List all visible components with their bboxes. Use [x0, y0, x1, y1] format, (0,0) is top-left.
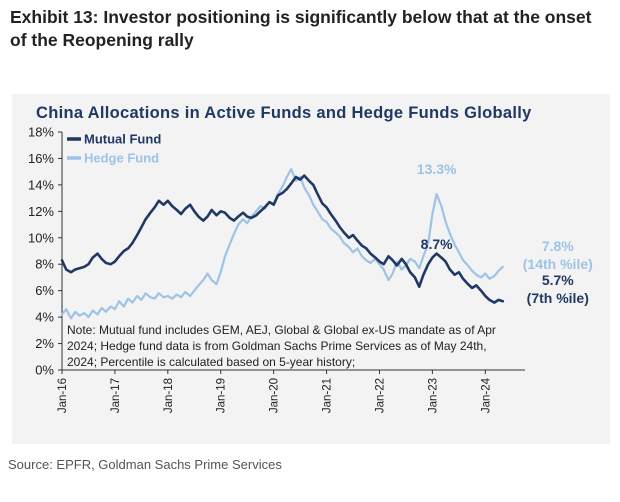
x-tick-label: Jan-20 [269, 378, 281, 413]
x-tick-label: Jan-22 [374, 378, 386, 413]
y-tick-label: 12% [28, 204, 54, 219]
y-tick-label: 8% [35, 257, 54, 272]
annotation-label: 8.7% [421, 236, 453, 252]
y-tick-label: 2% [35, 336, 54, 351]
annotation-label: 13.3% [417, 161, 457, 177]
y-tick-label: 18% [28, 125, 54, 140]
y-tick-label: 14% [28, 177, 54, 192]
x-tick-label: Jan-16 [57, 378, 69, 413]
x-tick-label: Jan-18 [163, 378, 175, 413]
source-note: Source: EPFR, Goldman Sachs Prime Servic… [8, 457, 282, 472]
y-tick-label: 4% [35, 310, 54, 325]
annotation-label: (7th %ile) [527, 290, 589, 306]
x-tick-label: Jan-17 [110, 378, 122, 413]
annotation-label: (14th %ile) [523, 256, 593, 272]
chart-panel [12, 94, 610, 444]
exhibit-title: Exhibit 13: Investor positioning is sign… [10, 7, 592, 50]
chart-title: China Allocations in Active Funds and He… [36, 104, 532, 122]
x-tick-label: Jan-24 [480, 377, 492, 413]
y-tick-label: 6% [35, 283, 54, 298]
annotation-label: 7.8% [542, 238, 574, 254]
y-tick-label: 16% [28, 151, 54, 166]
chart-note-line: 2024; Percentile is calculated based on … [67, 355, 355, 369]
y-tick-label: 0% [35, 363, 54, 378]
annotation-label: 5.7% [542, 272, 574, 288]
series-line-hedge-fund [60, 167, 504, 320]
legend-label: Mutual Fund [84, 132, 161, 147]
chart-note-line: 2024; Hedge fund data is from Goldman Sa… [67, 339, 487, 353]
series-line-mutual-fund [60, 174, 505, 304]
x-tick-label: Jan-21 [322, 378, 334, 413]
legend-label: Hedge Fund [84, 151, 159, 166]
y-tick-label: 10% [28, 230, 54, 245]
x-tick-label: Jan-19 [216, 378, 228, 413]
chart-note-line: Note: Mutual fund includes GEM, AEJ, Glo… [67, 323, 496, 337]
x-tick-label: Jan-23 [427, 378, 439, 413]
